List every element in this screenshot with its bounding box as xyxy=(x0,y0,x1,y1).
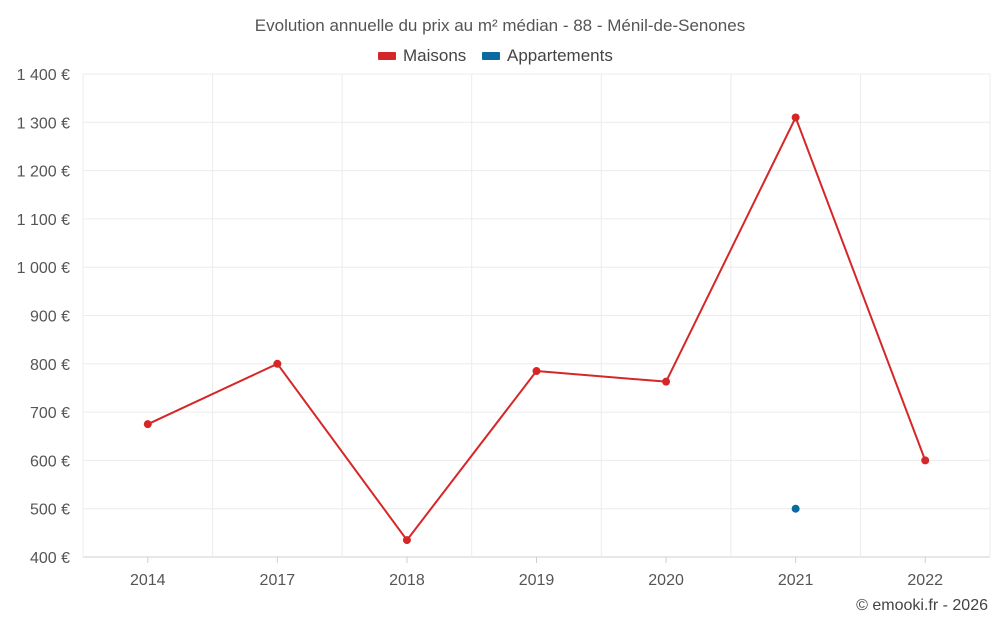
data-point-maisons-2020[interactable] xyxy=(662,377,671,386)
series-line-maisons xyxy=(147,116,927,542)
y-tick-label-700: 700 € xyxy=(30,405,70,422)
data-point-maisons-2021[interactable] xyxy=(791,113,800,122)
series-appartements xyxy=(791,504,800,513)
y-tick-label-1300: 1 300 € xyxy=(17,115,70,132)
data-point-maisons-2019[interactable] xyxy=(532,367,541,376)
data-point-maisons-2017[interactable] xyxy=(273,359,282,368)
y-tick-label-1000: 1 000 € xyxy=(17,260,70,277)
x-tick-label-2019: 2019 xyxy=(519,572,555,589)
y-tick-label-1200: 1 200 € xyxy=(17,164,70,181)
legend-label-appartements: Appartements xyxy=(507,46,613,65)
y-tick-label-900: 900 € xyxy=(30,309,70,326)
legend-swatch-maisons xyxy=(378,52,396,60)
x-tick-label-2020: 2020 xyxy=(648,572,684,589)
y-tick-label-1400: 1 400 € xyxy=(17,67,70,84)
x-tick-label-2021: 2021 xyxy=(778,572,814,589)
legend-item-maisons[interactable]: Maisons xyxy=(378,46,466,65)
legend-item-appartements[interactable]: Appartements xyxy=(482,46,613,65)
x-tick-label-2017: 2017 xyxy=(260,572,296,589)
plot-area xyxy=(143,113,930,545)
y-axis: 400 € 500 € 600 € 700 € 800 € 900 € 1 000 € 1 1… xyxy=(17,67,70,567)
legend-swatch-appartements xyxy=(482,52,500,60)
x-tick-label-2022: 2022 xyxy=(907,572,943,589)
y-tick-label-800: 800 € xyxy=(30,357,70,374)
y-tick-label-600: 600 € xyxy=(30,453,70,470)
y-tick-label-1100: 1 100 € xyxy=(17,212,70,229)
y-tick-label-500: 500 € xyxy=(30,502,70,519)
data-point-maisons-2022[interactable] xyxy=(921,456,930,465)
data-point-appartements-2021[interactable] xyxy=(791,504,800,513)
data-point-maisons-2014[interactable] xyxy=(143,420,152,429)
series-maisons xyxy=(143,113,930,545)
x-tick-label-2018: 2018 xyxy=(389,572,425,589)
grid xyxy=(82,73,991,558)
x-tick-label-2014: 2014 xyxy=(130,572,166,589)
chart-title: Evolution annuelle du prix au m² médian … xyxy=(255,16,745,35)
legend-label-maisons: Maisons xyxy=(403,46,466,65)
credit-text: © emooki.fr - 2026 xyxy=(856,597,988,614)
x-axis: 2014 2017 2018 2019 2020 2021 2022 xyxy=(130,557,943,589)
legend: Maisons Appartements xyxy=(378,46,613,65)
y-tick-label-400: 400 € xyxy=(30,550,70,567)
data-point-maisons-2018[interactable] xyxy=(402,536,411,545)
